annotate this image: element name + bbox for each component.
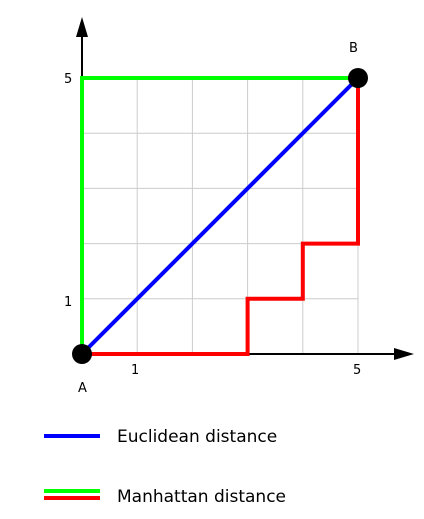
legend-manhattan-label: Manhattan distance (117, 487, 286, 507)
y-axis-arrow-icon (76, 17, 88, 37)
point-b-marker (348, 68, 368, 88)
manhattan-green-path (80, 76, 358, 354)
y-tick-5: 5 (64, 72, 72, 87)
point-a-marker (72, 344, 92, 364)
point-a-label: A (78, 381, 87, 396)
manhattan-red-path (82, 78, 360, 356)
distance-paths (80, 76, 360, 356)
x-axis-arrow-icon (394, 348, 414, 360)
legend-euclidean-label: Euclidean distance (117, 427, 277, 447)
y-tick-1: 1 (64, 295, 72, 310)
point-b-label: B (349, 41, 358, 56)
x-tick-5: 5 (353, 363, 361, 378)
euclidean-path (80, 76, 360, 356)
legend: Euclidean distance Manhattan distance (44, 427, 286, 507)
x-tick-1: 1 (131, 363, 139, 378)
